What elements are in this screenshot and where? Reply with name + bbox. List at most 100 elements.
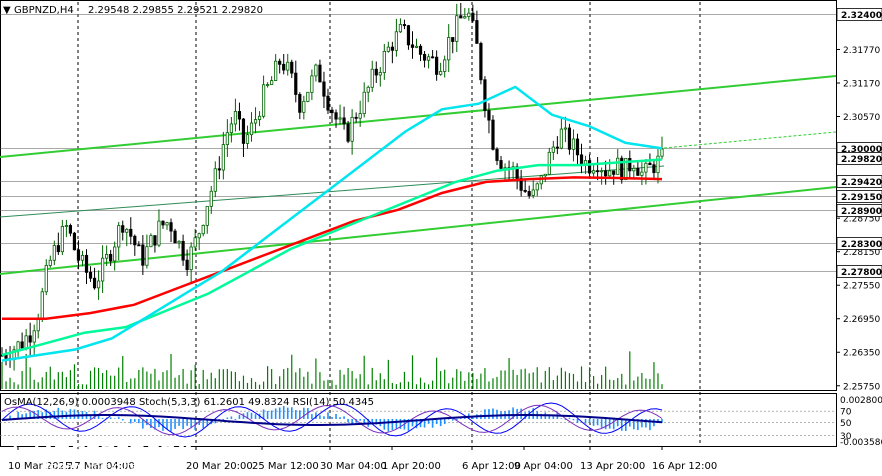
candle-body — [221, 144, 225, 171]
candle-body — [354, 116, 358, 119]
candle-body — [443, 59, 447, 72]
candle-body — [133, 235, 137, 246]
candle-body — [487, 110, 491, 121]
candle-body — [410, 44, 415, 48]
level-label-box — [836, 204, 882, 217]
candle-body — [149, 235, 153, 248]
candle-body — [628, 158, 632, 172]
indicator-header: OsMA(12,26,9) 0.0003948 Stoch(5,3,3) 61.… — [4, 397, 374, 408]
candle-body — [229, 123, 233, 134]
candle-body — [571, 138, 576, 150]
indicator-level-label: 70 — [840, 408, 852, 418]
candle-body — [591, 170, 596, 174]
candle-body — [105, 254, 109, 259]
candle-body — [241, 118, 246, 144]
rsi-line — [1, 414, 663, 426]
price-tick-label: 2.30570 — [843, 113, 880, 123]
watermark: instaforex Instant Forex Trading — [13, 435, 194, 473]
watermark-brand: instaforex — [44, 435, 194, 465]
candle-body — [310, 75, 314, 93]
candle-body — [471, 12, 475, 21]
candle-body — [350, 116, 354, 142]
candle-body — [342, 117, 346, 125]
candle-body — [169, 222, 173, 232]
ema-mid-line — [1, 158, 663, 357]
candle-body — [527, 191, 531, 196]
level-label-box — [836, 265, 882, 278]
candle-body — [551, 146, 555, 153]
candle-body — [652, 164, 656, 174]
candle-body — [559, 128, 563, 149]
candle-body — [366, 86, 370, 93]
channel-mid-line — [0, 165, 665, 218]
candle-body — [334, 112, 338, 120]
price-tick-label: 2.28750 — [843, 215, 880, 225]
candle-body — [302, 100, 306, 113]
candle-body — [56, 245, 60, 253]
candle-body — [165, 222, 169, 226]
indicator-level-label: 30 — [840, 432, 852, 442]
ema-slow-line — [2, 176, 663, 320]
candle-body — [616, 157, 620, 175]
candle-body — [600, 170, 604, 173]
candle-body — [249, 122, 254, 136]
candle-body — [402, 24, 407, 27]
candle-body — [451, 37, 455, 42]
candle-body — [48, 259, 52, 266]
candle-body — [330, 109, 334, 114]
candle-body — [68, 225, 73, 234]
candle-body — [173, 230, 177, 244]
level-label: 2.28900 — [841, 207, 882, 217]
level-label-box — [836, 175, 882, 188]
time-tick-label: 30 Mar 04:00 — [320, 461, 387, 472]
candle-body — [463, 16, 467, 19]
candle-body — [567, 127, 572, 150]
price-tick-label: 2.27550 — [843, 282, 880, 292]
candle-body — [76, 249, 81, 261]
candle-body — [64, 225, 68, 227]
candle-body — [435, 56, 439, 75]
price-tick-label: 2.26950 — [843, 315, 880, 325]
indicator-level-label: 50 — [840, 419, 852, 429]
candle-body — [225, 132, 229, 146]
candle-body — [374, 68, 378, 76]
candle-body — [608, 170, 612, 177]
candle-body — [306, 91, 310, 102]
level-label: 2.27800 — [841, 268, 882, 278]
candle-body — [326, 95, 330, 111]
candle-body — [370, 68, 374, 88]
candle-body — [286, 61, 290, 71]
price-tick-label: 2.31170 — [843, 79, 880, 89]
candle-body — [382, 50, 386, 73]
candle-body — [28, 335, 32, 343]
chart-menu-arrow-icon[interactable]: ▼ — [3, 5, 11, 16]
candlesticks — [0, 2, 664, 371]
candle-body — [4, 354, 8, 359]
candle-body — [475, 20, 479, 44]
level-labels: 2.32400 2.30000 2.29420 2.29150 2.28900 2.283… — [836, 8, 882, 278]
level-label: 2.29420 — [841, 178, 882, 188]
ema-fast-line — [1, 85, 663, 362]
candle-body — [80, 254, 85, 261]
candle-body — [60, 226, 64, 253]
moving-averages — [1, 85, 663, 362]
candle-body — [185, 259, 189, 271]
candle-body — [145, 246, 149, 266]
candle-body — [274, 60, 278, 81]
candle-body — [137, 244, 141, 247]
candle-body — [660, 148, 664, 157]
candle-body — [52, 245, 56, 261]
candle-body — [579, 154, 584, 166]
candle-body — [270, 80, 274, 85]
instaforex-logo-icon — [13, 436, 39, 462]
candle-body — [644, 162, 648, 173]
candle-body — [20, 341, 24, 349]
indicator-bottom-value: -0.003586 — [840, 438, 882, 448]
candle-body — [394, 31, 398, 51]
candle-body — [483, 79, 487, 111]
price-tick-label: 2.25750 — [843, 382, 880, 392]
candle-body — [656, 155, 660, 174]
candle-body — [181, 240, 185, 261]
